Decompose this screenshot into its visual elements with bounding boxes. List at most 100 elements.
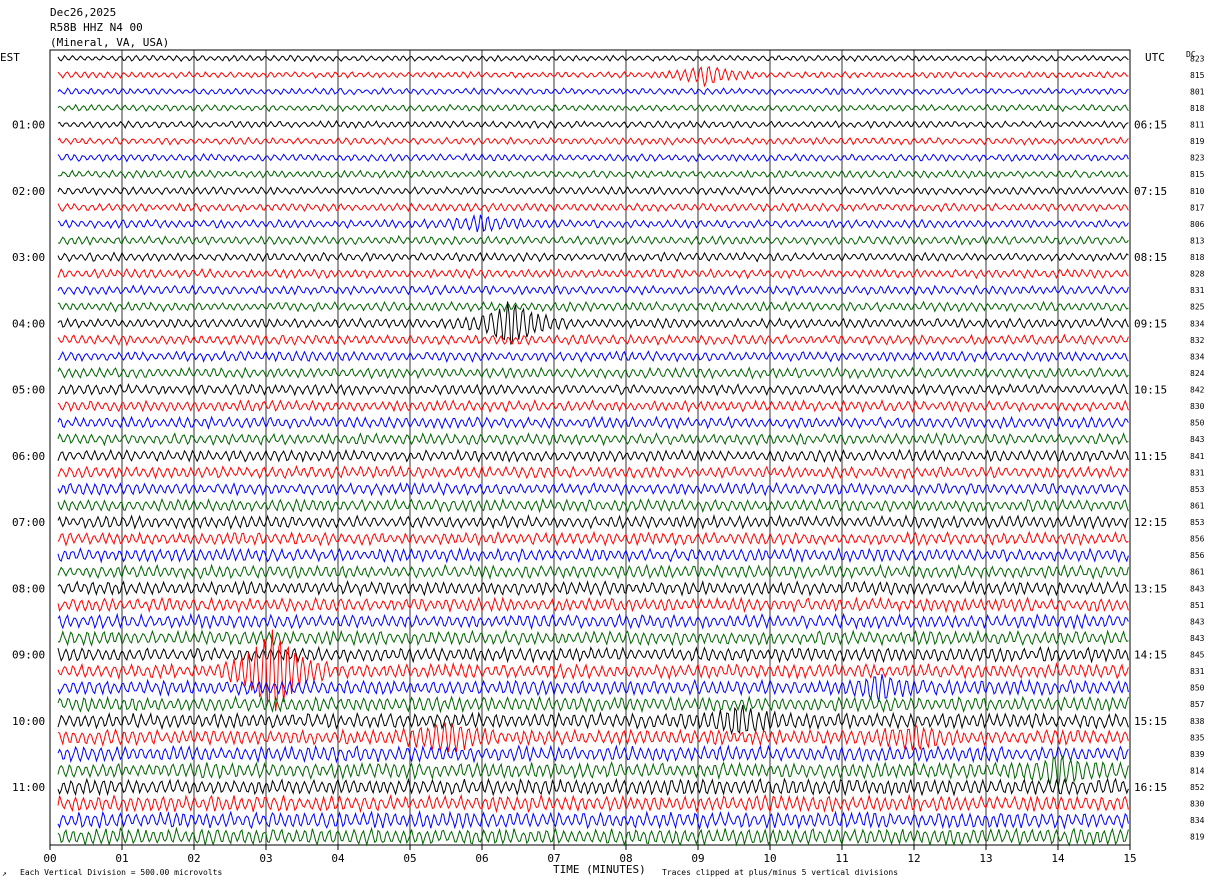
- x-tick-label: 06: [475, 852, 488, 865]
- trace-line: [57, 629, 1129, 647]
- dc-offset-label: 811: [1190, 121, 1205, 130]
- x-tick-label: 10: [763, 852, 776, 865]
- dc-offset-label: 831: [1190, 667, 1205, 676]
- right-axis-title: UTC: [1145, 51, 1165, 64]
- trace-line: [57, 777, 1129, 797]
- dc-offset-label: 825: [1190, 303, 1205, 312]
- x-tick-label: 03: [259, 852, 272, 865]
- dc-offset-label: 843: [1190, 584, 1205, 593]
- right-hour-label: 12:15: [1134, 516, 1167, 529]
- left-axis-title: EST: [0, 51, 20, 64]
- dc-offset-label: 856: [1190, 551, 1205, 560]
- left-hour-label: 07:00: [12, 516, 45, 529]
- location-label: (Mineral, VA, USA): [50, 36, 169, 49]
- trace-line: [57, 169, 1129, 180]
- dc-offset-label: 817: [1190, 203, 1205, 212]
- date-label: Dec26,2025: [50, 6, 116, 19]
- trace-line: [57, 136, 1129, 146]
- right-hour-label: 06:15: [1134, 119, 1167, 132]
- right-hour-label: 13:15: [1134, 582, 1167, 595]
- dc-offset-label: 838: [1190, 717, 1205, 726]
- trace-line: [57, 674, 1129, 703]
- dc-offset-label: 813: [1190, 236, 1205, 245]
- dc-offset-label: 815: [1190, 71, 1205, 80]
- right-hour-label: 14:15: [1134, 649, 1167, 662]
- trace-line: [57, 448, 1129, 464]
- trace-line: [57, 202, 1129, 213]
- trace-line: [57, 563, 1129, 581]
- trace-line: [57, 234, 1129, 246]
- x-tick-label: 07: [547, 852, 560, 865]
- right-hour-label: 11:15: [1134, 450, 1167, 463]
- trace-line: [57, 185, 1129, 196]
- dc-offset-label: 857: [1190, 700, 1205, 709]
- left-hour-label: 10:00: [12, 715, 45, 728]
- dc-offset-label: 861: [1190, 501, 1205, 510]
- dc-offset-label: 831: [1190, 286, 1205, 295]
- trace-line: [57, 579, 1129, 598]
- dc-offset-label: 851: [1190, 601, 1205, 610]
- trace-line: [57, 383, 1129, 397]
- dc-offset-label: 835: [1190, 733, 1205, 742]
- left-hour-labels: 01:00 02:00 03:00 04:00 05:00 06:00 07:00 08:00…: [12, 119, 45, 795]
- dc-offset-label: 839: [1190, 750, 1205, 759]
- dc-title: DC: [1186, 50, 1196, 59]
- trace-line: [57, 54, 1129, 63]
- dc-offset-label: 815: [1190, 170, 1205, 179]
- dc-offset-label: 810: [1190, 187, 1205, 196]
- trace-line: [57, 721, 1129, 753]
- dc-offset-label: 850: [1190, 419, 1205, 428]
- plot-frame: [49, 49, 1131, 846]
- x-axis-label: TIME (MINUTES): [553, 863, 646, 876]
- x-tick-label: 13: [979, 852, 992, 865]
- station-label: R58B HHZ N4 00: [50, 21, 143, 34]
- trace-line: [57, 547, 1129, 564]
- trace-line: [57, 284, 1129, 297]
- left-hour-label: 11:00: [12, 781, 45, 794]
- trace-line: [57, 497, 1129, 514]
- trace-line: [57, 612, 1129, 631]
- seismic-traces: [57, 54, 1129, 847]
- right-hour-label: 08:15: [1134, 251, 1167, 264]
- x-tick-label: 02: [187, 852, 200, 865]
- dc-offset-label: 843: [1190, 435, 1205, 444]
- right-hour-label: 09:15: [1134, 317, 1167, 330]
- dc-offset-label: 856: [1190, 535, 1205, 544]
- dc-offset-label: 818: [1190, 253, 1205, 262]
- x-tick-label: 14: [1051, 852, 1065, 865]
- trace-line: [57, 695, 1129, 714]
- left-hour-label: 09:00: [12, 649, 45, 662]
- x-tick-label: 08: [619, 852, 632, 865]
- dc-offset-label: 853: [1190, 518, 1205, 527]
- right-hour-label: 16:15: [1134, 781, 1167, 794]
- trace-line: [57, 704, 1129, 736]
- dc-offset-label: 853: [1190, 485, 1205, 494]
- dc-offset-label: 819: [1190, 137, 1205, 146]
- dc-offset-label: 801: [1190, 87, 1205, 96]
- dc-offset-label: 845: [1190, 651, 1205, 660]
- dc-offset-label: 824: [1190, 369, 1205, 378]
- scale-icon: ↗: [2, 869, 7, 878]
- dc-offset-label: 830: [1190, 402, 1205, 411]
- dc-offset-label: 852: [1190, 783, 1205, 792]
- trace-line: [57, 119, 1129, 130]
- right-hour-labels: 06:15 07:15 08:15 09:15 10:15 11:15 12:15 13:15…: [1134, 119, 1167, 795]
- trace-line: [57, 744, 1129, 764]
- dc-offset-label: 819: [1190, 833, 1205, 842]
- dc-offset-label: 842: [1190, 386, 1205, 395]
- dc-offset-label: 834: [1190, 319, 1205, 328]
- x-tick-label: 15: [1123, 852, 1136, 865]
- trace-line: [57, 629, 1129, 712]
- left-hour-label: 03:00: [12, 251, 45, 264]
- dc-offset-label: 850: [1190, 684, 1205, 693]
- left-hour-label: 01:00: [12, 119, 45, 132]
- left-hour-label: 08:00: [12, 582, 45, 595]
- x-tick-label: 09: [691, 852, 704, 865]
- dc-offset-label: 861: [1190, 568, 1205, 577]
- dc-offset-label: 843: [1190, 634, 1205, 643]
- x-tick-label: 01: [115, 852, 128, 865]
- trace-line: [57, 366, 1129, 380]
- trace-line: [57, 826, 1129, 847]
- trace-line: [57, 152, 1129, 163]
